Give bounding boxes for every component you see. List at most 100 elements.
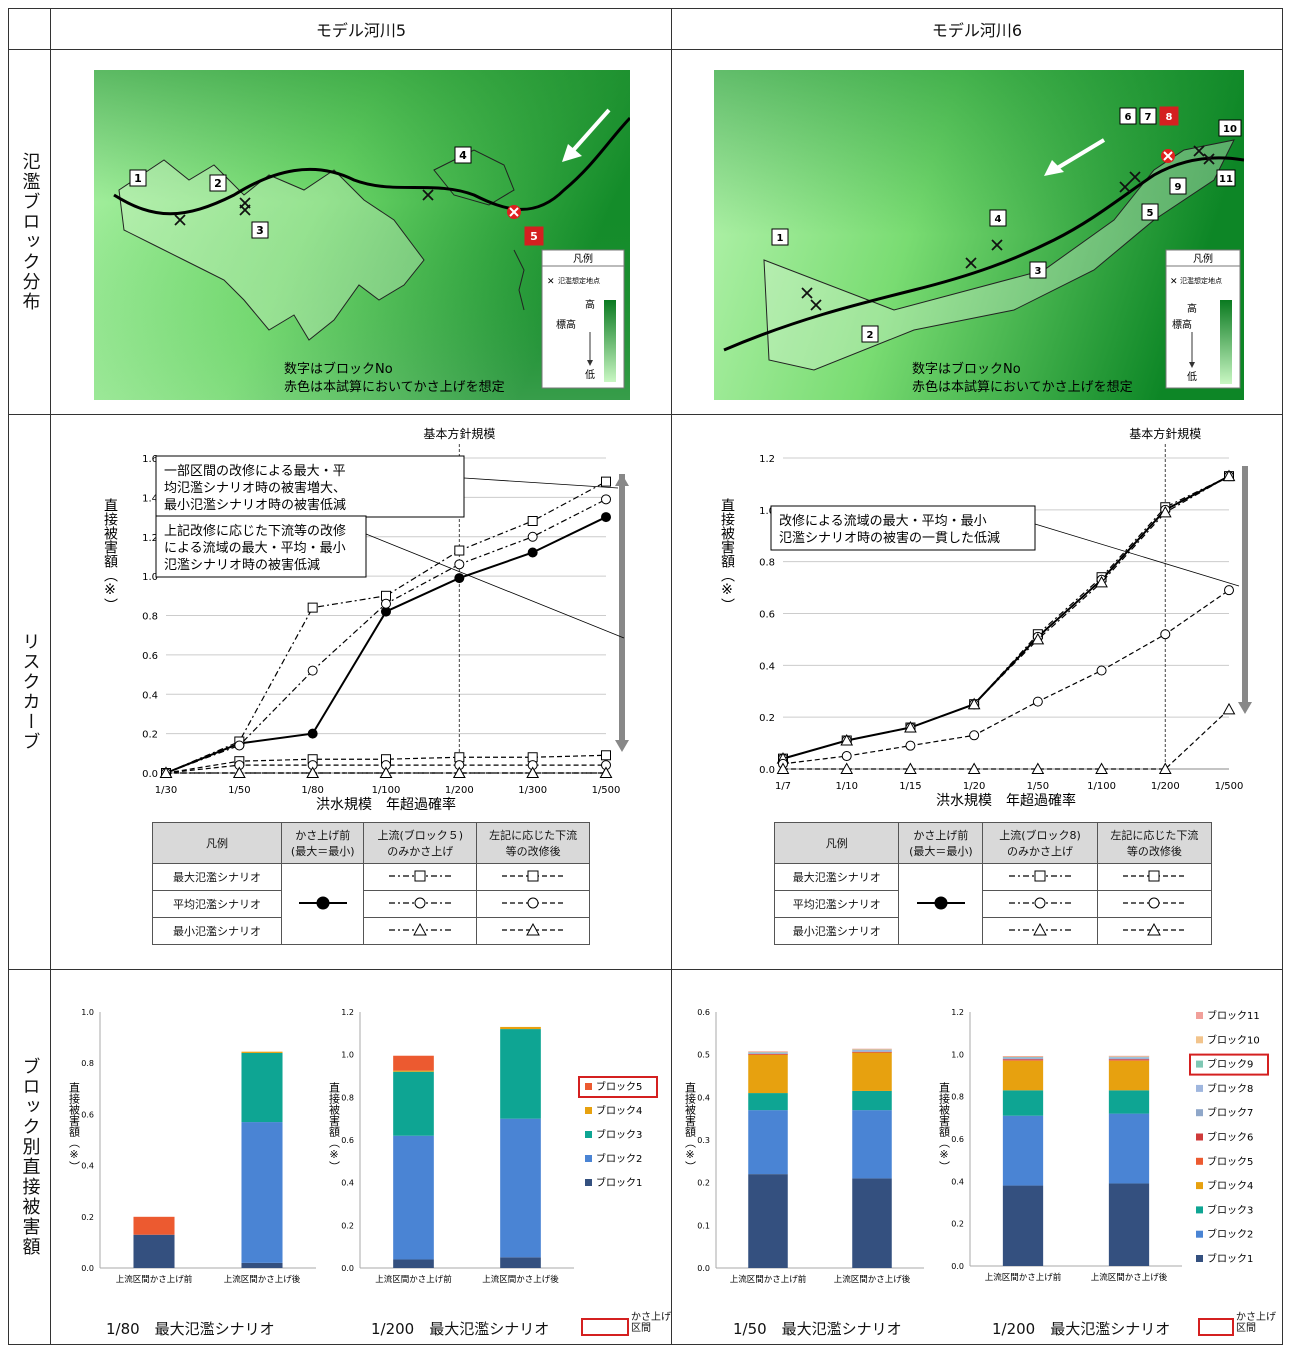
bar-chart-5-1-80: 0.0 0.2 0.4 0.6 0.8 1.0 直接被害額（※） 上流区間かさ上げ前 上流区間か… xyxy=(68,1008,316,1285)
x-tick-label: 上流区間かさ上げ後 xyxy=(1091,1272,1168,1283)
legend-marker xyxy=(1148,897,1160,908)
y-tick-label: 0.5 xyxy=(697,1051,710,1060)
data-point xyxy=(307,728,318,739)
bar-caption-5a: 1/80 最大氾濫シナリオ xyxy=(106,1320,275,1338)
block-label: 1 xyxy=(134,172,142,185)
bar-segment xyxy=(241,1051,283,1053)
x-tick-label: 上流区間かさ上げ後 xyxy=(224,1274,301,1285)
bar-segment xyxy=(1002,1058,1044,1060)
col-legend: 凡例 xyxy=(773,822,900,864)
flood-outline xyxy=(763,139,1235,371)
bar-segment xyxy=(852,1049,892,1050)
bar-segment xyxy=(500,1257,541,1268)
x-tick-label: 1/50 xyxy=(228,785,250,796)
annotation-text: 一部区間の改修による最大・平 xyxy=(164,464,346,479)
bar-segment xyxy=(852,1051,892,1052)
y-tick-label: 0.0 xyxy=(951,1262,964,1271)
data-point xyxy=(1096,665,1107,676)
y-tick-label: 0.0 xyxy=(697,1264,710,1273)
x-tick-label: 上流区間かさ上げ前 xyxy=(985,1272,1062,1283)
bar-segment xyxy=(1108,1090,1150,1114)
data-point xyxy=(599,766,613,778)
y-tick-label: 0.4 xyxy=(341,1179,354,1188)
bar-segment xyxy=(748,1053,788,1055)
annotation-text: 最小氾濫シナリオ時の被害低減 xyxy=(164,497,346,513)
bar-chart-6-1-50: 0.0 0.1 0.2 0.3 0.4 0.5 0.6 直接被害額（※） 上流区間かさ上げ前 上流… xyxy=(684,1008,924,1285)
y-tick-label: 0.1 xyxy=(697,1221,710,1230)
col-legend: 凡例 xyxy=(151,822,283,864)
data-point xyxy=(1032,696,1043,707)
bar-segment xyxy=(1108,1059,1150,1061)
bar-plot-area: 0.0 0.2 0.4 0.6 0.8 1.0 1.2 直接被害額（※） 上流区間かさ上げ前 上流… xyxy=(938,1008,1182,1283)
map-legend: 凡例 ✕ 氾濫想定地点 高 標高 低 xyxy=(1165,249,1241,389)
bar-segment xyxy=(1108,1060,1150,1091)
legend-label: ブロック8 xyxy=(1207,1082,1253,1095)
risk-curve-river5: 0.0 0.2 0.4 0.6 0.8 1.0 1.2 1.4 1.6 1/30 1/50 1/80 1… xyxy=(102,426,629,813)
data-point xyxy=(904,720,917,733)
block-label: 2 xyxy=(867,330,874,341)
bar-segment xyxy=(748,1052,788,1054)
svg-text:標高: 標高 xyxy=(1172,318,1192,331)
legend-marker xyxy=(527,870,539,881)
annotation-box xyxy=(155,515,367,578)
row-max: 最大氾濫シナリオ xyxy=(151,863,283,891)
data-point xyxy=(1222,702,1236,715)
svg-text:凡例: 凡例 xyxy=(573,252,593,265)
y-tick-label: 0.2 xyxy=(951,1220,964,1229)
x-tick-label: 上流区間かさ上げ前 xyxy=(730,1274,807,1285)
data-point xyxy=(307,665,318,676)
y-tick-label: 1.2 xyxy=(951,1008,964,1017)
x-tick-label: 1/100 xyxy=(1087,781,1116,792)
series-line xyxy=(783,708,1230,770)
legend-label: ブロック9 xyxy=(1207,1058,1253,1071)
reference-line-label: 基本方針規模 xyxy=(1129,426,1201,441)
block-label-highlight: 5 xyxy=(530,230,538,243)
bar-segment xyxy=(1108,1056,1150,1057)
row-label-block-map: 氾濫ブロック分布 xyxy=(8,49,51,415)
bar-plot-area: 0.0 0.2 0.4 0.6 0.8 1.0 1.2 直接被害額（※） 上流区間かさ上げ前 上流… xyxy=(328,1008,574,1285)
series-line xyxy=(782,475,1230,760)
data-point xyxy=(526,766,540,778)
bar-segment xyxy=(1002,1185,1044,1266)
bar-segment xyxy=(852,1090,892,1111)
header-river5: モデル河川5 xyxy=(50,8,672,50)
data-point xyxy=(452,766,466,778)
data-point xyxy=(232,766,246,778)
legend-swatch xyxy=(1196,1036,1203,1044)
bar-segment xyxy=(1108,1055,1150,1057)
legend-swatch xyxy=(1196,1230,1203,1238)
raise-section-label-6: かさ上げ 区間 xyxy=(1236,1312,1276,1334)
bar-segment xyxy=(393,1071,434,1136)
river-line xyxy=(723,156,1244,352)
y-tick-label: 1.0 xyxy=(759,506,775,517)
legend-swatch xyxy=(1196,1206,1203,1214)
legend-label: ブロック1 xyxy=(1207,1252,1253,1265)
bar-segment xyxy=(1002,1056,1044,1057)
annotation-leader xyxy=(1034,523,1240,587)
data-point xyxy=(1158,505,1172,518)
bar-segment xyxy=(852,1049,892,1051)
svg-text:高: 高 xyxy=(1187,302,1197,315)
data-point xyxy=(159,766,173,778)
bar-chart-5-1-200: 0.0 0.2 0.4 0.6 0.8 1.0 1.2 直接被害額（※） 上流区間かさ上げ前 上流… xyxy=(328,1008,658,1285)
bar-plot-area: 0.0 0.1 0.2 0.3 0.4 0.5 0.6 直接被害額（※） 上流区間かさ上げ前 上流… xyxy=(684,1008,924,1285)
y-axis-label: 直接被害額（※） xyxy=(719,497,735,612)
y-tick-label: 0.4 xyxy=(81,1162,94,1171)
trend-arrow-head xyxy=(615,740,629,752)
header-river6: モデル河川6 xyxy=(671,8,1283,50)
x-tick-label: 1/7 xyxy=(775,781,791,792)
col-after: 左記に応じた下流 等の改修後 xyxy=(476,822,590,864)
bar-segment xyxy=(852,1049,892,1052)
river-line xyxy=(113,116,630,216)
bar-segment xyxy=(1002,1060,1044,1091)
bar-segment xyxy=(748,1051,788,1052)
y-tick-label: 0.6 xyxy=(142,651,158,662)
map-note-2: 赤色は本試算においてかさ上げを想定 xyxy=(912,379,1133,395)
annotation-text: による流域の最大・平均・最小 xyxy=(164,541,346,556)
y-tick-label: 1.4 xyxy=(142,493,158,504)
x-tick-label: 1/20 xyxy=(963,781,985,792)
col-before: かさ上げ前 (最大＝最小) xyxy=(281,822,365,864)
legend-marker xyxy=(934,896,948,909)
legend-marker xyxy=(1033,922,1047,935)
row-max: 最大氾濫シナリオ xyxy=(773,863,900,891)
